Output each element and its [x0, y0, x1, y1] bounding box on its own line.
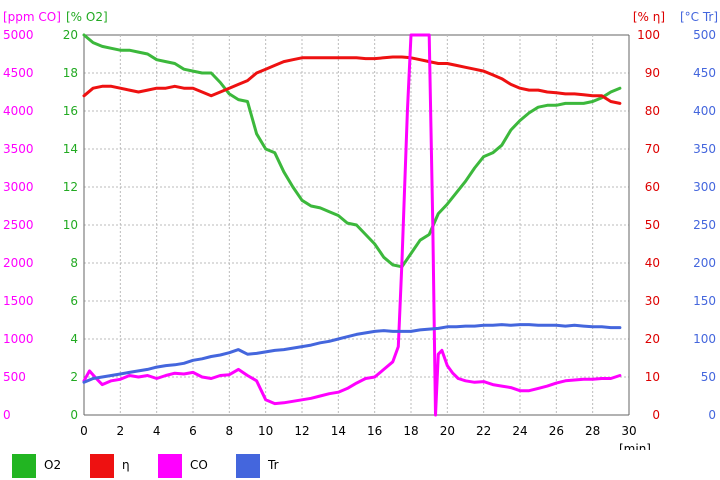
tick-label-o2: 14	[63, 142, 78, 156]
series-line-o2	[82, 33, 622, 269]
tick-label-co: 4500	[3, 66, 34, 80]
series-line-eta	[82, 55, 622, 105]
tick-label-eta: 50	[645, 218, 660, 232]
x-tick-label: 30	[621, 424, 636, 438]
x-tick-label: 26	[549, 424, 564, 438]
x-tick-label: 22	[476, 424, 491, 438]
x-tick-label: 12	[294, 424, 309, 438]
axis-title-o2: [% O2]	[66, 10, 108, 24]
x-tick-label: 16	[367, 424, 382, 438]
tick-label-tr: 100	[693, 332, 716, 346]
tick-label-tr: 350	[693, 142, 716, 156]
tick-label-tr: 250	[693, 218, 716, 232]
tick-label-tr: 300	[693, 180, 716, 194]
x-tick-label: 24	[512, 424, 527, 438]
tick-label-co: 3500	[3, 142, 34, 156]
tick-label-tr: 200	[693, 256, 716, 270]
tick-label-co: 500	[3, 370, 26, 384]
tick-label-eta: 10	[645, 370, 660, 384]
tick-label-o2: 0	[70, 408, 78, 422]
tick-label-o2: 18	[63, 66, 78, 80]
x-tick-label: 10	[258, 424, 273, 438]
x-tick-label: 8	[226, 424, 234, 438]
tick-label-co: 0	[3, 408, 11, 422]
x-tick-label: 0	[80, 424, 88, 438]
tick-label-tr: 0	[708, 408, 716, 422]
tick-label-co: 4000	[3, 104, 34, 118]
tick-label-o2: 6	[70, 294, 78, 308]
tick-label-o2: 4	[70, 332, 78, 346]
tick-label-eta: 40	[645, 256, 660, 270]
tick-label-tr: 450	[693, 66, 716, 80]
x-tick-label: 6	[189, 424, 197, 438]
tick-label-co: 5000	[3, 28, 34, 42]
tick-label-eta: 20	[645, 332, 660, 346]
x-tick-label: 4	[153, 424, 161, 438]
tick-label-o2: 2	[70, 370, 78, 384]
tick-label-o2: 12	[63, 180, 78, 194]
tick-label-tr: 50	[701, 370, 716, 384]
tick-label-o2: 20	[63, 28, 78, 42]
legend-label-co: CO	[190, 458, 208, 472]
axis-title-eta: [% η]	[633, 10, 665, 24]
series-line-co	[82, 33, 622, 417]
line-chart: [ppm CO] [% O2] [% η] [°C Tr][min] 05001000…	[3, 10, 718, 450]
legend-swatch-eta	[90, 454, 114, 478]
tick-label-eta: 30	[645, 294, 660, 308]
legend-label-o2: O2	[44, 458, 62, 472]
tick-label-eta: 70	[645, 142, 660, 156]
tick-label-co: 2000	[3, 256, 34, 270]
axis-title-tr: [°C Tr]	[680, 10, 718, 24]
legend-label-eta: η	[122, 458, 130, 472]
tick-label-tr: 500	[693, 28, 716, 42]
legend-swatch-tr	[236, 454, 260, 478]
x-tick-label: 14	[331, 424, 346, 438]
tick-label-tr: 150	[693, 294, 716, 308]
axis-labels: [ppm CO] [% O2] [% η] [°C Tr] [min]	[3, 10, 718, 450]
tick-label-tr: 400	[693, 104, 716, 118]
tick-label-eta: 60	[645, 180, 660, 194]
tick-label-co: 3000	[3, 180, 34, 194]
legend-label-tr: Tr	[268, 458, 279, 472]
grid	[83, 34, 630, 416]
tick-label-o2: 16	[63, 104, 78, 118]
axis-title-co: [ppm CO]	[3, 10, 61, 24]
series-layer	[82, 33, 622, 417]
tick-label-co: 2500	[3, 218, 34, 232]
tick-label-eta: 0	[652, 408, 660, 422]
tick-label-o2: 8	[70, 256, 78, 270]
x-tick-label: 2	[117, 424, 125, 438]
x-tick-label: 28	[585, 424, 600, 438]
legend-swatch-co	[158, 454, 182, 478]
tick-label-eta: 80	[645, 104, 660, 118]
x-axis-label: [min]	[619, 442, 651, 450]
x-tick-label: 18	[403, 424, 418, 438]
tick-label-co: 1500	[3, 294, 34, 308]
tick-label-o2: 10	[63, 218, 78, 232]
x-tick-label: 20	[440, 424, 455, 438]
tick-layer: 0500100015002000250030003500400045005000…	[3, 28, 716, 438]
tick-label-eta: 90	[645, 66, 660, 80]
legend-swatch-o2	[12, 454, 36, 478]
legend: O2 η CO Tr	[0, 450, 720, 480]
tick-label-eta: 100	[637, 28, 660, 42]
tick-label-co: 1000	[3, 332, 34, 346]
series-line-tr	[82, 323, 622, 384]
